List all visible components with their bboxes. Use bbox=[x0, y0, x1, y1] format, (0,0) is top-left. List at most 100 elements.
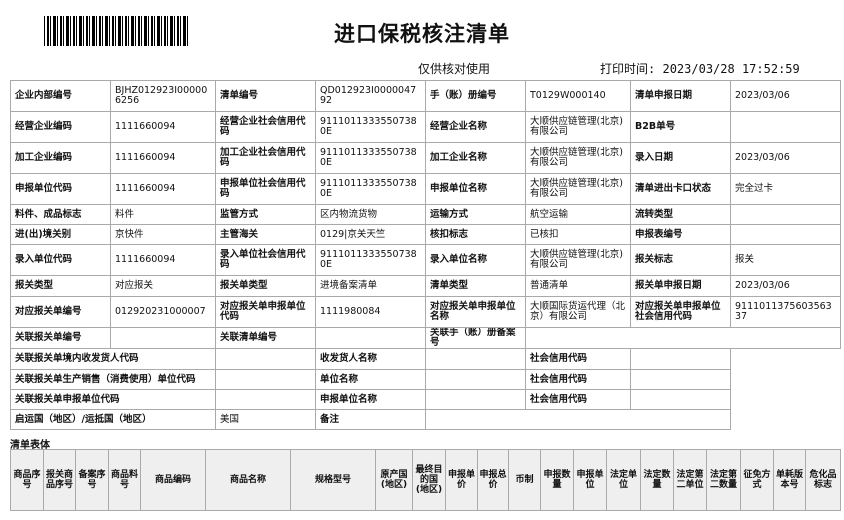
form-row: 经营企业编码 1111660094 经营企业社会信用代码 91110113335507… bbox=[10, 111, 841, 143]
field-value: 91110113335507380E bbox=[315, 111, 426, 143]
field-value: 航空运输 bbox=[525, 204, 631, 225]
column-header: 申报数量 bbox=[540, 449, 574, 511]
column-header: 备案序号 bbox=[75, 449, 109, 511]
field-value: 对应报关 bbox=[110, 275, 216, 297]
empty-cell bbox=[630, 348, 731, 370]
form-row: 关联报关单编号 关联清单编号 关联手（账）册备案号 bbox=[10, 327, 841, 349]
form-row: 报关类型 对应报关 报关单类型 进境备案清单 清单类型 普通清单 报关单申报日期 2023/0… bbox=[10, 275, 841, 297]
form-row: 关联报关单生产销售（消费使用）单位代码 单位名称 社会信用代码 bbox=[10, 369, 841, 390]
field-value: 1111660094 bbox=[110, 111, 216, 143]
empty-cell bbox=[425, 389, 526, 410]
field-label: 流转类型 bbox=[630, 204, 731, 225]
empty-cell bbox=[215, 389, 316, 410]
field-value: 大顺供应链管理(北京)有限公司 bbox=[525, 173, 631, 205]
empty-cell bbox=[730, 204, 841, 225]
field-value: 已核扣 bbox=[525, 224, 631, 245]
column-header: 法定第二单位 bbox=[673, 449, 707, 511]
field-label: 关联报关单境内收发货人代码 bbox=[10, 348, 216, 370]
field-label: 关联报关单申报单位代码 bbox=[10, 389, 216, 410]
field-label: 收发货人名称 bbox=[315, 348, 426, 370]
column-header: 币制 bbox=[508, 449, 541, 511]
form-row: 进(出)境关别 京快件 主管海关 0129|京关天竺 核扣标志 已核扣 申报表编号 bbox=[10, 224, 841, 245]
field-value: 大顺供应链管理(北京)有限公司 bbox=[525, 142, 631, 174]
field-label: 关联手（账）册备案号 bbox=[425, 327, 526, 349]
field-value: 2023/03/06 bbox=[730, 275, 841, 297]
field-label: 对应报关单申报单位名称 bbox=[425, 296, 526, 328]
field-value: 0129|京关天竺 bbox=[315, 224, 426, 245]
column-header: 申报单位 bbox=[573, 449, 607, 511]
empty-cell bbox=[730, 224, 841, 245]
field-label: 报关类型 bbox=[10, 275, 111, 297]
field-value: 进境备案清单 bbox=[315, 275, 426, 297]
empty-cell bbox=[630, 369, 731, 390]
field-label: 报关单申报日期 bbox=[630, 275, 731, 297]
field-label: 社会信用代码 bbox=[525, 348, 631, 370]
field-label: 运输方式 bbox=[425, 204, 526, 225]
form-row: 加工企业编码 1111660094 加工企业社会信用代码 91110113335507… bbox=[10, 142, 841, 174]
column-header: 商品名称 bbox=[205, 449, 291, 511]
column-header: 危化品标志 bbox=[805, 449, 841, 511]
barcode bbox=[44, 16, 190, 46]
column-header: 商品序号 bbox=[10, 449, 44, 511]
form-row: 料件、成品标志 料件 监管方式 区内物流货物 运输方式 航空运输 流转类型 bbox=[10, 204, 841, 225]
field-value: 2023/03/06 bbox=[730, 80, 841, 112]
form-row: 对应报关单编号 012920231000007 对应报关单申报单位代码 1111980… bbox=[10, 296, 841, 328]
field-label: 加工企业名称 bbox=[425, 142, 526, 174]
form-row: 关联报关单申报单位代码 申报单位名称 社会信用代码 bbox=[10, 389, 841, 410]
field-label: 加工企业社会信用代码 bbox=[215, 142, 316, 174]
field-label: 经营企业社会信用代码 bbox=[215, 111, 316, 143]
field-label: 核扣标志 bbox=[425, 224, 526, 245]
field-value: 报关 bbox=[730, 244, 841, 276]
field-value: QD012923I000004792 bbox=[315, 80, 426, 112]
field-label: 关联报关单生产销售（消费使用）单位代码 bbox=[10, 369, 216, 390]
column-header: 申报总价 bbox=[477, 449, 509, 511]
field-label: 对应报关单申报单位代码 bbox=[215, 296, 316, 328]
field-label: 经营企业名称 bbox=[425, 111, 526, 143]
empty-cell bbox=[425, 348, 526, 370]
field-label: 社会信用代码 bbox=[525, 369, 631, 390]
field-value: 1111980084 bbox=[315, 296, 426, 328]
field-label: 料件、成品标志 bbox=[10, 204, 111, 225]
field-label: 关联清单编号 bbox=[215, 327, 316, 349]
field-label: 申报单位名称 bbox=[315, 389, 426, 410]
empty-cell bbox=[425, 409, 731, 430]
field-value: 大顺供应链管理(北京)有限公司 bbox=[525, 111, 631, 143]
field-label: 备注 bbox=[315, 409, 426, 430]
column-header: 最终目的国(地区) bbox=[412, 449, 446, 511]
form-row: 企业内部编号 BJHZ012923I000006256 清单编号 QD012923I0… bbox=[10, 80, 841, 112]
field-label: 对应报关单申报单位社会信用代码 bbox=[630, 296, 731, 328]
column-header: 征免方式 bbox=[740, 449, 774, 511]
column-header: 规格型号 bbox=[290, 449, 376, 511]
field-value: 大顺国际货运代理（北京）有限公司 bbox=[525, 296, 631, 328]
field-value: 2023/03/06 bbox=[730, 142, 841, 174]
column-header: 报关商品序号 bbox=[43, 449, 76, 511]
form-row: 录入单位代码 1111660094 录入单位社会信用代码 91110113335507… bbox=[10, 244, 841, 276]
field-label: 清单编号 bbox=[215, 80, 316, 112]
field-label: 主管海关 bbox=[215, 224, 316, 245]
print-time: 打印时间: 2023/03/28 17:52:59 bbox=[600, 60, 800, 77]
field-value: T0129W000140 bbox=[525, 80, 631, 112]
field-value: BJHZ012923I000006256 bbox=[110, 80, 216, 112]
field-label: 对应报关单编号 bbox=[10, 296, 111, 328]
field-label: 报关单类型 bbox=[215, 275, 316, 297]
field-value: 91110113335507380E bbox=[315, 244, 426, 276]
empty-cell bbox=[730, 111, 841, 143]
field-label: 手（账）册编号 bbox=[425, 80, 526, 112]
field-label: 启运国（地区）/运抵国（地区） bbox=[10, 409, 216, 430]
field-label: 监管方式 bbox=[215, 204, 316, 225]
title: 进口保税核注清单 bbox=[334, 22, 510, 46]
empty-cell bbox=[215, 348, 316, 370]
column-header: 商品编码 bbox=[140, 449, 206, 511]
column-header: 申报单价 bbox=[445, 449, 478, 511]
field-label: 录入单位名称 bbox=[425, 244, 526, 276]
field-label: 申报单位名称 bbox=[425, 173, 526, 205]
empty-cell bbox=[215, 369, 316, 390]
column-header: 法定第二数量 bbox=[706, 449, 741, 511]
field-label: 进(出)境关别 bbox=[10, 224, 111, 245]
empty-cell bbox=[525, 327, 841, 349]
empty-cell bbox=[630, 389, 731, 410]
field-value: 91110113335507380E bbox=[315, 173, 426, 205]
field-label: 录入单位社会信用代码 bbox=[215, 244, 316, 276]
field-label: 清单进出卡口状态 bbox=[630, 173, 731, 205]
field-value: 普通清单 bbox=[525, 275, 631, 297]
